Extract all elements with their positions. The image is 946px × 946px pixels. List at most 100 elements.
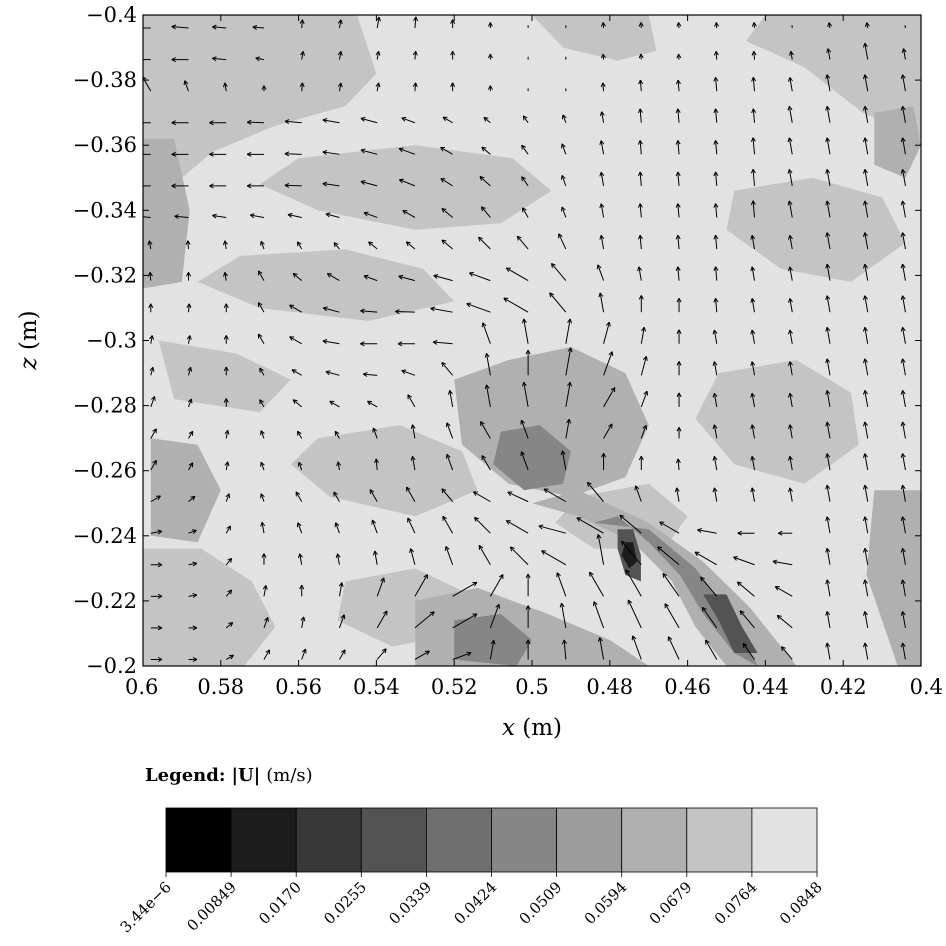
velocity-arrow: [825, 390, 831, 407]
contour-region-23: [703, 594, 758, 653]
velocity-arrow: [401, 116, 416, 124]
contour-region-1: [532, 15, 657, 61]
velocity-arrow: [225, 557, 233, 566]
velocity-arrow: [560, 174, 567, 187]
plot-area: [142, 14, 922, 667]
velocity-arrow: [299, 584, 305, 597]
velocity-arrow: [222, 240, 228, 250]
velocity-arrow: [360, 116, 378, 124]
velocity-arrow: [601, 453, 607, 471]
velocity-arrow: [713, 140, 719, 155]
velocity-arrow: [560, 450, 567, 471]
velocity-arrow: [209, 151, 227, 157]
velocity-arrow: [675, 140, 681, 155]
y-axis-title: z (m): [16, 310, 42, 370]
velocity-arrow: [825, 200, 831, 218]
velocity-arrow: [375, 51, 381, 60]
legend-tick-label: 0.0424: [450, 878, 500, 928]
velocity-arrow: [521, 381, 529, 407]
velocity-arrow: [900, 326, 906, 344]
velocity-arrow: [338, 614, 346, 629]
velocity-arrow: [414, 574, 429, 597]
velocity-arrow: [638, 79, 644, 92]
velocity-arrow: [398, 178, 416, 187]
velocity-arrow: [260, 461, 265, 471]
velocity-arrow: [300, 51, 305, 60]
velocity-arrow: [468, 271, 491, 282]
velocity-arrow: [599, 203, 605, 218]
velocity-arrow: [750, 329, 756, 344]
velocity-arrow: [409, 548, 416, 565]
velocity-arrow: [772, 559, 793, 566]
x-axis: 0.6 0.58 0.56 0.54 0.52 0.5 0.48 0.46 0.44 0.42 0.…: [125, 15, 943, 699]
contour-region-4: [197, 249, 455, 321]
velocity-arrow: [442, 116, 453, 124]
velocity-arrow: [186, 271, 192, 281]
velocity-arrow: [480, 206, 491, 218]
velocity-arrow: [481, 455, 491, 471]
velocity-arrow: [441, 361, 454, 376]
velocity-arrow: [372, 550, 378, 565]
velocity-arrow: [484, 352, 491, 376]
legend-colorbar: 3.44e−6 0.00849 0.0170 0.0255 0.0339 0.0424 0.…: [117, 807, 826, 936]
velocity-arrow: [788, 361, 793, 376]
velocity-arrow: [481, 322, 491, 344]
y-tick-label: −0.38: [73, 68, 137, 92]
velocity-arrow: [825, 547, 831, 565]
x-tick-label: 0.44: [742, 675, 789, 699]
velocity-arrow: [505, 520, 529, 534]
velocity-arrow: [187, 366, 193, 376]
velocity-arrow: [778, 530, 793, 536]
x-tick-label: 0.46: [664, 675, 711, 699]
velocity-arrow: [736, 581, 755, 597]
velocity-arrow: [223, 366, 229, 376]
velocity-arrow: [414, 650, 430, 660]
velocity-arrow: [900, 295, 906, 313]
y-tick-label: −0.34: [73, 198, 137, 222]
velocity-arrow: [559, 602, 567, 629]
velocity-arrow: [444, 545, 454, 565]
velocity-arrow: [225, 589, 233, 597]
velocity-arrow: [489, 603, 501, 629]
velocity-arrow: [262, 585, 268, 597]
velocity-arrow: [289, 304, 302, 313]
velocity-arrow: [862, 453, 869, 471]
velocity-arrow: [750, 234, 756, 250]
velocity-arrow: [433, 274, 453, 282]
x-tick-label: 0.58: [197, 675, 244, 699]
velocity-arrow: [712, 361, 718, 376]
x-tick-label: 0.6: [125, 675, 158, 699]
velocity-arrow: [597, 637, 605, 660]
velocity-arrow: [694, 551, 718, 566]
x-axis-title: x (m): [502, 715, 562, 741]
velocity-arrow: [788, 487, 793, 502]
velocity-arrow: [862, 579, 869, 597]
velocity-arrow: [301, 648, 307, 660]
velocity-arrow: [625, 569, 642, 597]
velocity-arrow: [284, 119, 302, 125]
velocity-arrow: [599, 111, 605, 123]
velocity-arrow: [599, 171, 605, 186]
velocity-arrow: [675, 108, 681, 123]
velocity-arrow: [430, 306, 453, 313]
velocity-arrow: [714, 22, 720, 29]
velocity-arrow: [212, 213, 227, 219]
velocity-arrow: [900, 105, 906, 123]
velocity-arrow: [223, 335, 229, 344]
velocity-arrow: [676, 53, 682, 60]
velocity-arrow: [183, 80, 189, 92]
velocity-arrow: [440, 177, 453, 187]
legend-tick-label: 0.0848: [776, 878, 826, 928]
velocity-arrow: [825, 453, 831, 471]
velocity-arrow: [337, 19, 343, 29]
velocity-arrow: [375, 82, 381, 92]
legend-title: Legend: |U| (m/s): [145, 765, 313, 786]
velocity-arrow: [640, 326, 647, 344]
velocity-arrow: [249, 213, 265, 219]
velocity-arrow: [450, 50, 456, 60]
velocity-arrow: [149, 366, 155, 376]
velocity-arrow: [398, 274, 416, 282]
velocity-arrow: [598, 292, 605, 313]
velocity-arrow: [825, 484, 831, 502]
velocity-arrow: [751, 50, 757, 60]
